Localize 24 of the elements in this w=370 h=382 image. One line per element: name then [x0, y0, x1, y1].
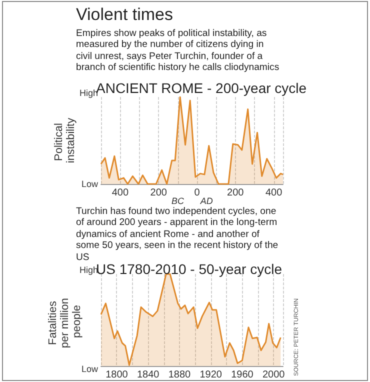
- text: Turchin has found two independent cycles, one of around 200 years - apparent in the long-term dynamics of ancient Rome - and another of some 50 years, seen in the recent history of the US: [76, 206, 278, 263]
- x-tick-label: 1840: [136, 370, 160, 380]
- chart-title: ANCIENT ROME - 200-year cycle: [96, 80, 307, 96]
- y-axis-title: Political instability: [53, 117, 77, 164]
- x-tick-label: 2000: [262, 370, 286, 380]
- text: AD: [199, 196, 214, 206]
- x-tick-label: 1880: [168, 370, 192, 380]
- x-tick-label: 0: [194, 188, 200, 198]
- text: Low: [81, 179, 98, 189]
- x-tick-label: 1960: [231, 370, 254, 380]
- x-tick-label: 400: [112, 188, 129, 198]
- text: BC: [172, 196, 185, 206]
- text: Empires show peaks of political instability, as measured by the number of citizens dying in civil unrest, says Peter Turchin, founder of a branch of scientific history he calls cliodynamics: [76, 28, 280, 74]
- x-tick-label: 1800: [106, 370, 128, 380]
- x-tick-label: 1920: [200, 370, 222, 380]
- x-tick-label: 400: [265, 188, 283, 198]
- text: High: [79, 88, 98, 98]
- text: High: [79, 265, 98, 275]
- x-tick-label: 200: [150, 188, 168, 198]
- text: Violent times: [76, 5, 174, 25]
- y-axis-title: Fatalities per million people: [47, 294, 83, 348]
- x-tick-label: 200: [227, 188, 244, 198]
- chart-title: US 1780-2010 - 50-year cycle: [96, 261, 282, 277]
- text: Low: [81, 364, 98, 374]
